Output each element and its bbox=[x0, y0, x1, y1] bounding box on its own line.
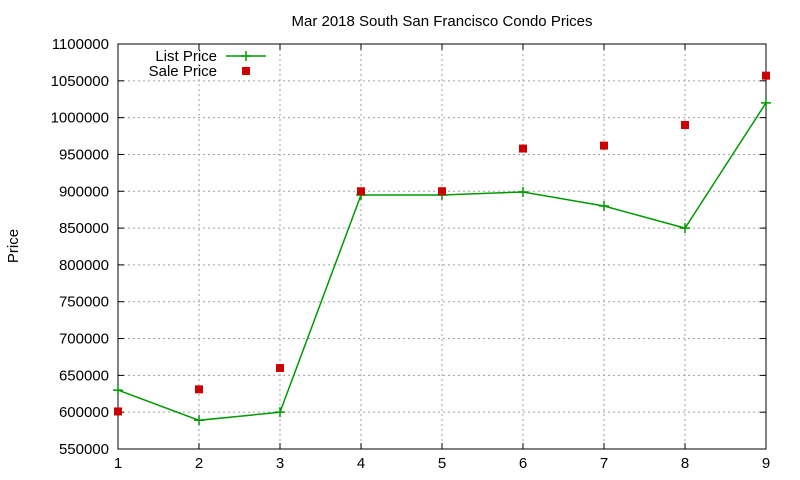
y-tick-label: 750000 bbox=[59, 294, 109, 311]
data-point-list-price bbox=[194, 415, 204, 426]
data-point-list-price bbox=[275, 407, 285, 418]
data-point-list-price bbox=[599, 201, 609, 211]
legend-label-list-price: List Price bbox=[155, 48, 217, 65]
data-point-sale-price bbox=[681, 121, 689, 129]
y-axis-label: Price bbox=[5, 229, 22, 263]
y-tick-label: 800000 bbox=[59, 257, 109, 274]
x-tick-label: 2 bbox=[195, 455, 203, 472]
x-tick-label: 5 bbox=[438, 455, 446, 472]
y-tick-label: 600000 bbox=[59, 404, 109, 421]
y-tick-label: 700000 bbox=[59, 331, 109, 348]
data-point-sale-price bbox=[357, 187, 365, 196]
chart-title: Mar 2018 South San Francisco Condo Price… bbox=[292, 13, 593, 30]
x-tick-label: 1 bbox=[114, 455, 122, 472]
data-point-sale-price bbox=[519, 144, 527, 153]
legend-item-sale-price: Sale Price bbox=[149, 63, 250, 80]
y-tick-label: 650000 bbox=[59, 367, 109, 384]
data-point-list-price bbox=[113, 385, 123, 396]
data-point-sale-price bbox=[195, 385, 203, 394]
y-tick-label: 850000 bbox=[59, 220, 109, 237]
legend-label-sale-price: Sale Price bbox=[149, 63, 217, 80]
x-tick-label: 3 bbox=[276, 455, 284, 472]
y-tick-label: 900000 bbox=[59, 183, 109, 200]
data-point-sale-price bbox=[438, 187, 446, 196]
y-tick-label: 1050000 bbox=[51, 73, 109, 90]
y-tick-label: 550000 bbox=[59, 441, 109, 458]
data-point-sale-price bbox=[114, 407, 122, 416]
data-point-sale-price bbox=[276, 364, 284, 372]
data-point-list-price bbox=[518, 187, 528, 198]
x-tick-label: 6 bbox=[519, 455, 527, 472]
legend-item-list-price: List Price bbox=[155, 48, 266, 65]
x-tick-label: 8 bbox=[681, 455, 689, 472]
axis-ticks: 550000 600000 650000 700000 750000 800000 8500… bbox=[51, 36, 771, 472]
y-tick-label: 1000000 bbox=[51, 110, 109, 127]
series-sale-price bbox=[114, 71, 770, 416]
x-tick-label: 7 bbox=[600, 455, 608, 472]
data-point-list-price bbox=[680, 223, 690, 234]
data-point-list-price bbox=[761, 97, 771, 108]
data-point-sale-price bbox=[600, 141, 608, 150]
grid bbox=[118, 44, 766, 449]
data-point-sale-price bbox=[762, 71, 770, 80]
series-list-price bbox=[113, 97, 771, 426]
x-tick-label: 9 bbox=[762, 455, 770, 472]
y-tick-label: 950000 bbox=[59, 146, 109, 163]
legend-marker-list-price bbox=[241, 51, 251, 61]
y-tick-label: 1100000 bbox=[52, 36, 109, 53]
series bbox=[113, 71, 771, 426]
x-tick-label: 4 bbox=[357, 455, 365, 472]
legend-marker-sale-price bbox=[242, 67, 250, 75]
